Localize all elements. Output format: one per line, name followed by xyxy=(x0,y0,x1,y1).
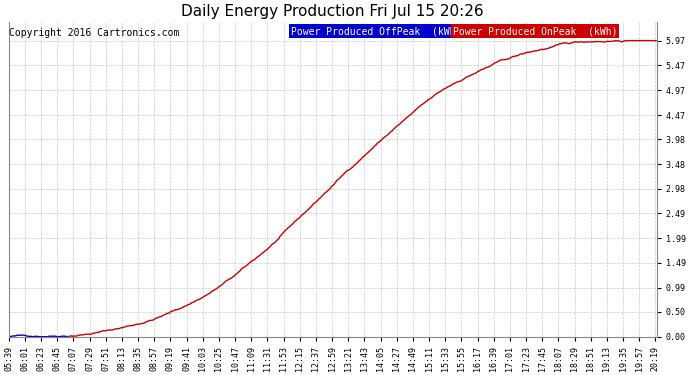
Text: Copyright 2016 Cartronics.com: Copyright 2016 Cartronics.com xyxy=(9,28,179,38)
Title: Daily Energy Production Fri Jul 15 20:26: Daily Energy Production Fri Jul 15 20:26 xyxy=(181,4,484,19)
Text: Power Produced OffPeak  (kWh): Power Produced OffPeak (kWh) xyxy=(290,27,461,36)
Text: Power Produced OnPeak  (kWh): Power Produced OnPeak (kWh) xyxy=(453,27,617,36)
